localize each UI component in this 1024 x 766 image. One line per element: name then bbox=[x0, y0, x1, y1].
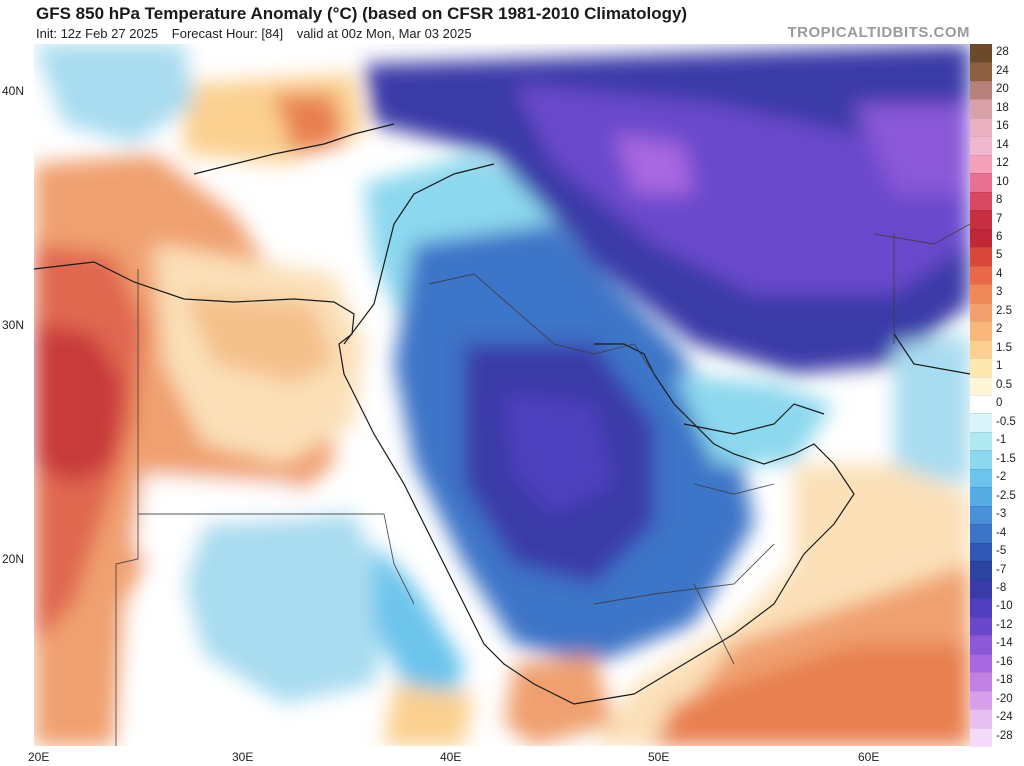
legend-swatch bbox=[970, 136, 992, 156]
legend-label: -10 bbox=[996, 600, 1013, 613]
legend-label: 16 bbox=[996, 120, 1009, 133]
anomaly-map bbox=[34, 44, 970, 746]
legend-swatch bbox=[970, 579, 992, 600]
legend-swatch bbox=[970, 154, 992, 175]
legend-swatch bbox=[970, 413, 992, 433]
legend-swatch bbox=[970, 228, 992, 249]
legend-label: 3 bbox=[996, 286, 1003, 299]
legend-label: 1.5 bbox=[996, 341, 1012, 354]
legend-swatch bbox=[970, 653, 992, 674]
legend-label: -0.5 bbox=[996, 415, 1016, 428]
legend-label: -24 bbox=[996, 711, 1013, 724]
legend-swatch bbox=[970, 431, 992, 452]
legend-swatch bbox=[970, 672, 992, 692]
legend-label: -4 bbox=[996, 526, 1007, 539]
lat-label-30n: 30N bbox=[2, 318, 25, 332]
legend-swatch bbox=[970, 284, 992, 304]
legend-label: 2.5 bbox=[996, 304, 1012, 317]
legend-swatch bbox=[970, 468, 992, 489]
legend-swatch bbox=[970, 265, 992, 286]
legend-swatch bbox=[970, 727, 992, 747]
legend-swatch bbox=[970, 302, 992, 323]
brand-watermark: TROPICALTIDBITS.COM bbox=[787, 24, 970, 41]
run-info: Init: 12z Feb 27 2025 Forecast Hour: [84… bbox=[36, 26, 482, 41]
map-canvas bbox=[34, 44, 970, 746]
legend-label: -14 bbox=[996, 637, 1013, 650]
legend-swatch bbox=[970, 358, 992, 378]
lon-label-50e: 50E bbox=[648, 750, 670, 764]
legend-label: 0 bbox=[996, 397, 1003, 410]
legend-label: -2 bbox=[996, 471, 1007, 484]
legend-label: -3 bbox=[996, 508, 1007, 521]
legend-swatch bbox=[970, 635, 992, 655]
lon-label-60e: 60E bbox=[858, 750, 880, 764]
init-time: Init: 12z Feb 27 2025 bbox=[36, 26, 159, 41]
legend-label: 8 bbox=[996, 194, 1003, 207]
legend-label: -28 bbox=[996, 729, 1013, 742]
legend-label: 28 bbox=[996, 46, 1009, 59]
legend-swatch bbox=[970, 321, 992, 341]
legend-swatch bbox=[970, 561, 992, 581]
borders bbox=[115, 223, 970, 746]
legend-label: -8 bbox=[996, 581, 1007, 594]
legend-label: 10 bbox=[996, 175, 1009, 188]
legend-label: 4 bbox=[996, 267, 1003, 280]
legend-swatch bbox=[970, 173, 992, 193]
legend-label: 12 bbox=[996, 157, 1009, 170]
legend-label: 18 bbox=[996, 101, 1009, 114]
legend-swatch bbox=[970, 542, 992, 563]
legend-swatch bbox=[970, 44, 992, 64]
legend-swatch bbox=[970, 62, 992, 82]
legend-label: -18 bbox=[996, 674, 1013, 687]
chart-title: GFS 850 hPa Temperature Anomaly (°C) (ba… bbox=[36, 4, 688, 23]
legend-label: 2 bbox=[996, 323, 1003, 336]
legend-swatch bbox=[970, 709, 992, 729]
color-legend bbox=[970, 44, 992, 747]
legend-swatch bbox=[970, 616, 992, 637]
lat-label-20n: 20N bbox=[2, 552, 25, 566]
legend-label: -7 bbox=[996, 563, 1007, 576]
legend-swatch bbox=[970, 598, 992, 618]
anomaly-field bbox=[34, 44, 970, 746]
legend-label: -16 bbox=[996, 655, 1013, 668]
legend-label: -5 bbox=[996, 545, 1007, 558]
legend-swatch bbox=[970, 191, 992, 212]
coastlines bbox=[34, 123, 970, 705]
legend-swatch bbox=[970, 487, 992, 507]
legend-label: 5 bbox=[996, 249, 1003, 262]
legend-label: -2.5 bbox=[996, 489, 1016, 502]
legend-label: 0.5 bbox=[996, 378, 1012, 391]
legend-swatch bbox=[970, 117, 992, 138]
legend-swatch bbox=[970, 80, 992, 101]
legend-swatch bbox=[970, 210, 992, 230]
legend-label: -20 bbox=[996, 692, 1013, 705]
legend-label: 7 bbox=[996, 212, 1003, 225]
valid-time: valid at 00z Mon, Mar 03 2025 bbox=[296, 26, 472, 41]
lon-label-40e: 40E bbox=[440, 750, 462, 764]
lon-label-20e: 20E bbox=[28, 750, 50, 764]
legend-label: -1.5 bbox=[996, 452, 1016, 465]
legend-swatch bbox=[970, 99, 992, 119]
legend-label: 14 bbox=[996, 138, 1009, 151]
legend-swatch bbox=[970, 376, 992, 396]
legend-swatch bbox=[970, 247, 992, 267]
legend-swatch bbox=[970, 690, 992, 711]
legend-label: 24 bbox=[996, 64, 1009, 77]
legend-swatch bbox=[970, 339, 992, 360]
forecast-hour: Forecast Hour: [84] bbox=[171, 26, 284, 41]
legend-swatch bbox=[970, 505, 992, 526]
lat-label-40n: 40N bbox=[2, 84, 25, 98]
legend-label: -1 bbox=[996, 434, 1007, 447]
legend-swatch bbox=[970, 450, 992, 470]
legend-swatch bbox=[970, 524, 992, 544]
legend-label: 1 bbox=[996, 360, 1003, 373]
legend-swatch bbox=[970, 395, 992, 415]
legend-label: -12 bbox=[996, 618, 1013, 631]
legend-label: 20 bbox=[996, 83, 1009, 96]
legend-label: 6 bbox=[996, 230, 1003, 243]
lon-label-30e: 30E bbox=[232, 750, 254, 764]
